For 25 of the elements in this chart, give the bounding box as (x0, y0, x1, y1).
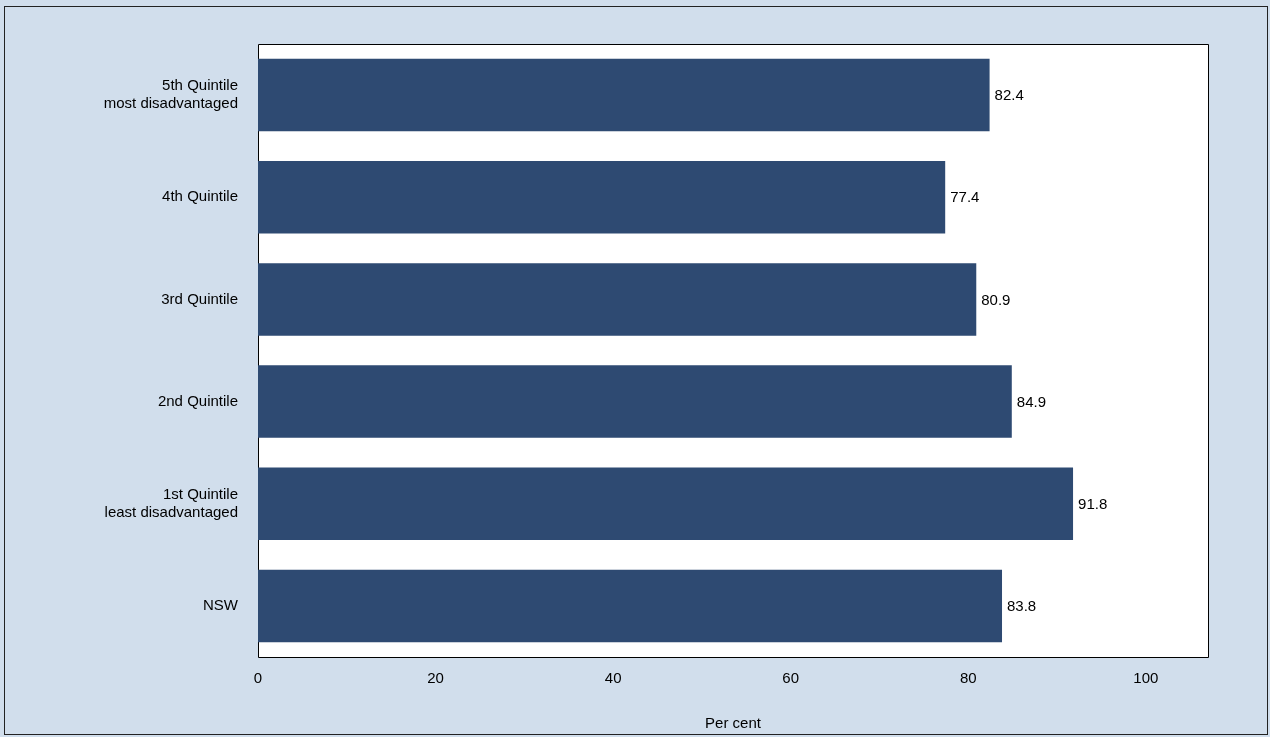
data-label: 91.8 (1078, 494, 1108, 512)
x-tick-label: 20 (427, 669, 444, 687)
x-axis-title: Per cent (705, 714, 762, 732)
y-tick-label: 5th Quintile most disadvantaged (103, 76, 238, 112)
data-label: 77.4 (950, 188, 980, 206)
x-tick-label: 60 (782, 669, 800, 687)
bar (258, 467, 1074, 541)
bar (258, 365, 1012, 438)
bar (258, 263, 977, 336)
y-tick-label: 1st Quintile least disadvantaged (104, 484, 238, 520)
y-tick-label: 4th Quintile (162, 187, 238, 205)
x-tick-label: 80 (959, 669, 977, 687)
bar (258, 160, 946, 234)
x-tick-label: 100 (1133, 669, 1159, 687)
bar (258, 58, 990, 132)
x-tick-label: 0 (253, 669, 263, 687)
data-label: 83.8 (1007, 597, 1037, 615)
y-tick-label: 2nd Quintile (157, 391, 238, 409)
y-tick-label: NSW (203, 596, 239, 614)
y-tick-label: 3rd Quintile (161, 289, 238, 307)
data-label: 84.9 (1016, 392, 1046, 410)
bar (258, 569, 1003, 643)
data-label: 80.9 (981, 290, 1011, 308)
data-label: 82.4 (994, 86, 1024, 104)
x-tick-label: 40 (604, 669, 622, 687)
